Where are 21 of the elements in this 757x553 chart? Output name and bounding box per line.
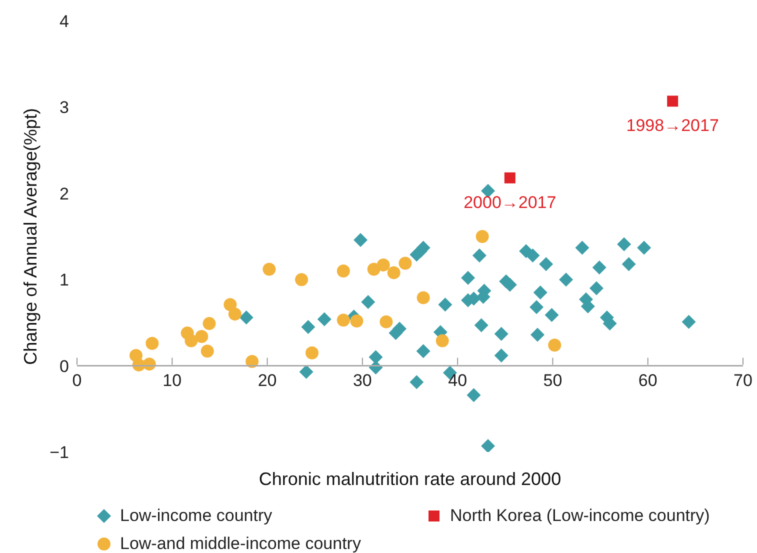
- legend-label: Low-and middle-income country: [120, 534, 361, 553]
- x-axis-title: Chronic malnutrition rate around 2000: [258, 468, 562, 489]
- annotation: 1998→2017: [626, 116, 719, 136]
- annotation: 2000→2017: [464, 192, 556, 212]
- y-tick-label: 2: [60, 184, 69, 204]
- x-tick-label: 50: [543, 370, 562, 390]
- legend-label: North Korea (Low-income country): [450, 506, 710, 526]
- y-tick-label: 4: [60, 12, 69, 32]
- x-tick-label: 70: [734, 370, 752, 390]
- x-tick-label: 60: [638, 370, 658, 390]
- legend-label: Low-income country: [120, 506, 272, 526]
- y-axis-title: Change of Annual Average(%pt): [20, 108, 40, 365]
- y-tick-label: 0: [60, 356, 69, 376]
- y-tick-label: 3: [60, 98, 69, 118]
- x-tick-label: 40: [448, 370, 468, 390]
- x-tick-label: 20: [258, 370, 277, 390]
- y-tick-label: −1: [50, 443, 69, 462]
- x-tick-label: 10: [162, 370, 182, 390]
- x-tick-label: 0: [72, 370, 82, 390]
- y-tick-label: 1: [60, 270, 69, 290]
- x-tick-label: 30: [352, 370, 372, 390]
